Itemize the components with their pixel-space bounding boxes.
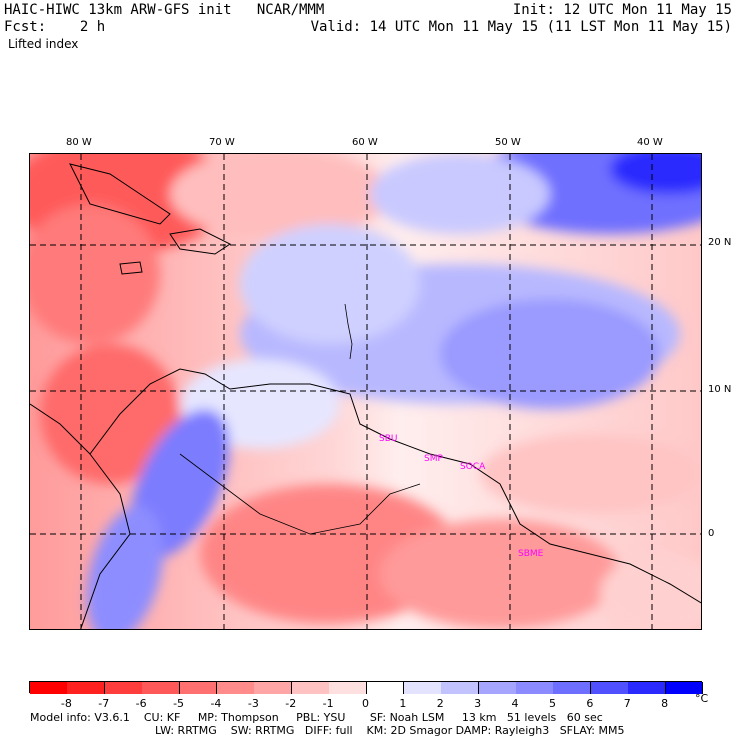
colorbar-tick-label: -1 <box>322 697 334 710</box>
colorbar-swatch <box>142 682 181 694</box>
colorbar-tick-label: -8 <box>60 697 72 710</box>
colorbar-tick-label: 8 <box>661 697 669 710</box>
map-svg: SBU SMP SOCA SBME <box>30 154 701 629</box>
colorbar-swatch <box>179 682 218 694</box>
station-label-sbu: SBU <box>379 434 397 444</box>
field-name: Lifted index <box>8 37 79 51</box>
model-title: HAIC-HIWC 13km ARW-GFS init NCAR/MMM <box>4 2 325 18</box>
colorbar-swatch <box>254 682 293 694</box>
colorbar-swatch <box>30 682 68 694</box>
colorbar-swatch <box>366 682 405 694</box>
station-label-sbme: SBME <box>518 549 544 559</box>
hispaniola-outline <box>169 228 231 255</box>
colorbar-tick-label: -6 <box>135 697 147 710</box>
lat-label-20n: 20 N <box>708 237 732 248</box>
lifted-index-map: SBU SMP SOCA SBME <box>29 153 702 630</box>
lesser-antilles <box>344 303 353 360</box>
colorbar-tick-label: -4 <box>210 697 222 710</box>
lon-label-40w: 40 W <box>637 137 663 148</box>
lon-label-50w: 50 W <box>495 137 521 148</box>
colorbar-tick-label: -2 <box>285 697 297 710</box>
colorbar-swatch <box>516 682 554 694</box>
colorbar-tick-label: 1 <box>399 697 407 710</box>
colorbar-swatch <box>104 682 143 694</box>
station-label-soca: SOCA <box>460 462 486 472</box>
colorbar-tick-label: 0 <box>362 697 369 710</box>
colorbar-swatch <box>67 682 106 694</box>
field-shading <box>30 154 701 629</box>
colorbar-swatch <box>628 682 667 694</box>
colorbar-swatch <box>553 682 592 694</box>
colorbar-tick-label: 2 <box>436 697 444 710</box>
lon-label-80w: 80 W <box>66 137 92 148</box>
colorbar-tick-label: 4 <box>511 697 519 710</box>
colorbar <box>29 681 704 694</box>
colorbar-tick-label: 6 <box>586 697 594 710</box>
jamaica-outline <box>119 261 143 275</box>
graticule <box>30 154 701 629</box>
valid-time: Valid: 14 UTC Mon 11 May 15 (11 LST Mon … <box>310 19 732 35</box>
colorbar-tick-label: 3 <box>474 697 482 710</box>
lat-label-0: 0 <box>708 528 715 539</box>
colorbar-swatch <box>441 682 480 694</box>
colorbar-swatch <box>291 682 330 694</box>
forecast-hour: Fcst: 2 h <box>4 19 106 35</box>
cuba-outline <box>69 163 171 225</box>
colorbar-tick-label: -5 <box>173 697 185 710</box>
colorbar-swatch <box>403 682 442 694</box>
colorbar-swatch <box>329 682 367 694</box>
colorbar-swatch <box>590 682 629 694</box>
colorbar-tick-label: 7 <box>623 697 631 710</box>
init-time: Init: 12 UTC Mon 11 May 15 <box>512 2 732 18</box>
lon-label-70w: 70 W <box>209 137 235 148</box>
colorbar-tick-label: 5 <box>548 697 556 710</box>
station-label-smp: SMP <box>424 454 443 464</box>
south-america-coast <box>30 368 701 604</box>
station-labels: SBU SMP SOCA SBME <box>379 434 544 559</box>
colorbar-tick-label: -3 <box>247 697 259 710</box>
colorbar-unit: °C <box>695 692 709 705</box>
lat-label-10n: 10 N <box>708 384 732 395</box>
colorbar-swatch <box>478 682 517 694</box>
lon-label-60w: 60 W <box>352 137 378 148</box>
colorbar-swatch <box>665 682 704 694</box>
model-info-line2: LW: RRTMG SW: RRTMG DIFF: full KM: 2D Sm… <box>155 724 625 737</box>
colorbar-swatch <box>216 682 255 694</box>
colorbar-tick-label: -7 <box>98 697 110 710</box>
model-info-line1: Model info: V3.6.1 CU: KF MP: Thompson P… <box>30 711 603 724</box>
